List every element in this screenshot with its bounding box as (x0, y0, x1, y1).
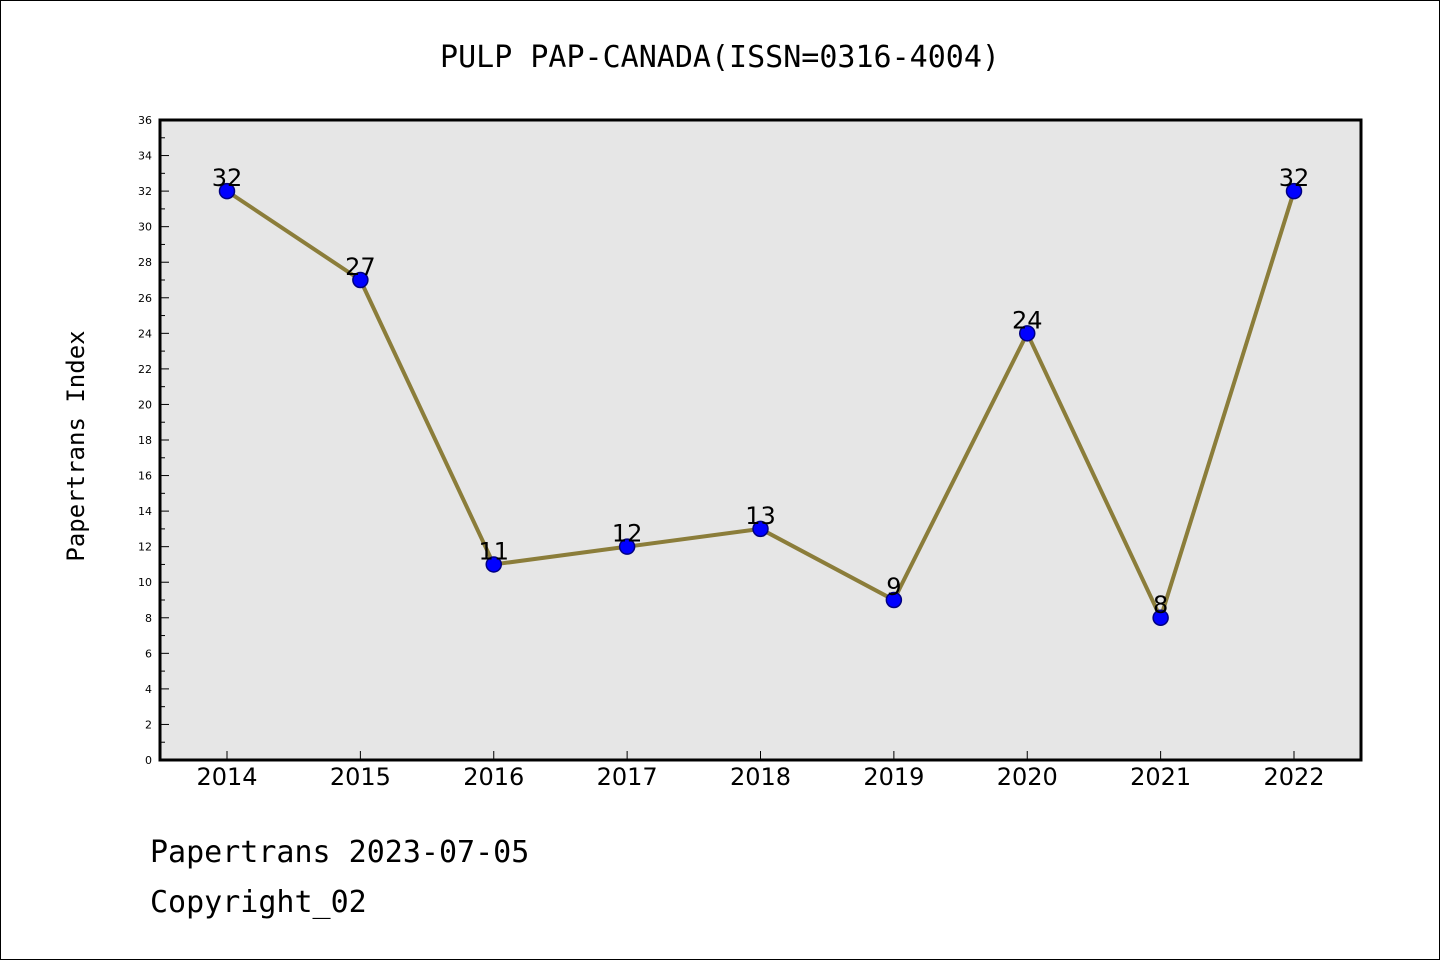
y-tick-label: 24 (138, 327, 152, 340)
data-label: 32 (1279, 164, 1310, 192)
data-label: 9 (886, 573, 901, 601)
y-tick-label: 16 (138, 470, 152, 483)
y-tick-label: 0 (145, 754, 152, 767)
y-tick-label: 6 (145, 647, 152, 660)
x-tick-label: 2015 (330, 763, 391, 791)
x-tick-label: 2014 (196, 763, 257, 791)
data-point (618, 538, 636, 555)
data-point (752, 520, 769, 538)
y-tick-label: 14 (138, 505, 152, 518)
data-label: 12 (612, 520, 643, 548)
data-label: 11 (478, 537, 509, 565)
x-tick-label: 2016 (463, 763, 524, 791)
chart-title: PULP PAP-CANADA(ISSN=0316-4004) (440, 40, 1000, 75)
x-tick-label: 2020 (997, 763, 1058, 791)
y-tick-label: 34 (138, 150, 152, 163)
y-tick-label: 8 (145, 612, 152, 625)
y-tick-label: 12 (138, 541, 152, 554)
x-tick-label: 2019 (863, 763, 924, 791)
y-tick-label: 2 (145, 718, 152, 731)
y-axis-label: Papertrans Index (62, 330, 90, 561)
data-point (885, 591, 903, 609)
x-tick-label: 2022 (1263, 763, 1324, 791)
data-point (218, 182, 236, 200)
y-tick-label: 10 (138, 576, 152, 589)
y-tick-label: 22 (138, 363, 152, 376)
y-tick-label: 26 (138, 292, 152, 305)
data-label: 24 (1012, 306, 1043, 334)
y-tick-label: 18 (138, 434, 152, 447)
y-tick-label: 20 (138, 398, 152, 411)
footer-date: Papertrans 2023-07-05 (150, 835, 530, 870)
y-tick-label: 36 (138, 114, 152, 127)
data-point (1152, 609, 1169, 627)
data-label: 8 (1153, 591, 1168, 619)
data-series: 32 27 11 12 13 9 24 8 32 (212, 164, 1310, 627)
data-label: 27 (345, 253, 376, 281)
y-tick-label: 28 (138, 256, 152, 269)
data-point (485, 556, 502, 573)
x-tick-label: 2018 (730, 763, 791, 791)
data-label: 13 (745, 502, 776, 530)
data-point (1019, 325, 1036, 342)
y-tick-label: 30 (138, 221, 152, 234)
data-point (1285, 182, 1303, 200)
data-point (352, 271, 369, 289)
x-tick-label: 2017 (597, 763, 658, 791)
plot-area (158, 118, 1363, 762)
y-tick-label: 4 (145, 683, 152, 696)
x-tick-label: 2021 (1130, 763, 1191, 791)
y-tick-label: 32 (138, 185, 152, 198)
footer-copyright: Copyright_02 (150, 885, 367, 920)
data-label: 32 (212, 164, 243, 192)
